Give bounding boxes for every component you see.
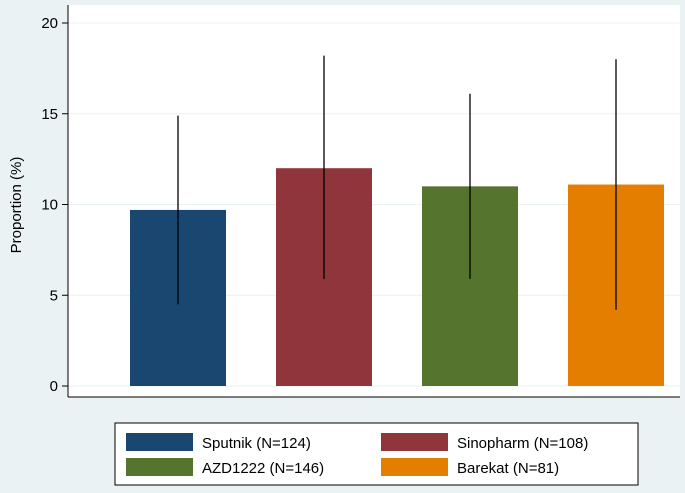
y-axis-title: Proportion (%) xyxy=(8,157,25,254)
legend-label-1: Sputnik (N=124) xyxy=(202,435,311,452)
bar-chart: 0 5 10 15 20 Proportion (%) Sputnik (N=124) S… xyxy=(0,0,685,493)
y-tick-label-20: 20 xyxy=(41,15,58,32)
legend-swatch-1 xyxy=(126,433,193,451)
legend-swatch-3 xyxy=(126,458,193,476)
y-tick-label-10: 10 xyxy=(41,197,58,214)
y-axis-ticks: 0 5 10 15 20 xyxy=(41,15,68,395)
legend-label-3: AZD1222 (N=146) xyxy=(202,460,324,477)
y-tick-label-0: 0 xyxy=(50,378,58,395)
legend-swatch-2 xyxy=(381,433,448,451)
y-tick-label-15: 15 xyxy=(41,106,58,123)
y-tick-label-5: 5 xyxy=(50,287,58,304)
legend-label-2: Sinopharm (N=108) xyxy=(457,435,588,452)
legend-box xyxy=(115,423,638,485)
legend-label-4: Barekat (N=81) xyxy=(457,460,559,477)
legend-swatch-4 xyxy=(381,458,448,476)
